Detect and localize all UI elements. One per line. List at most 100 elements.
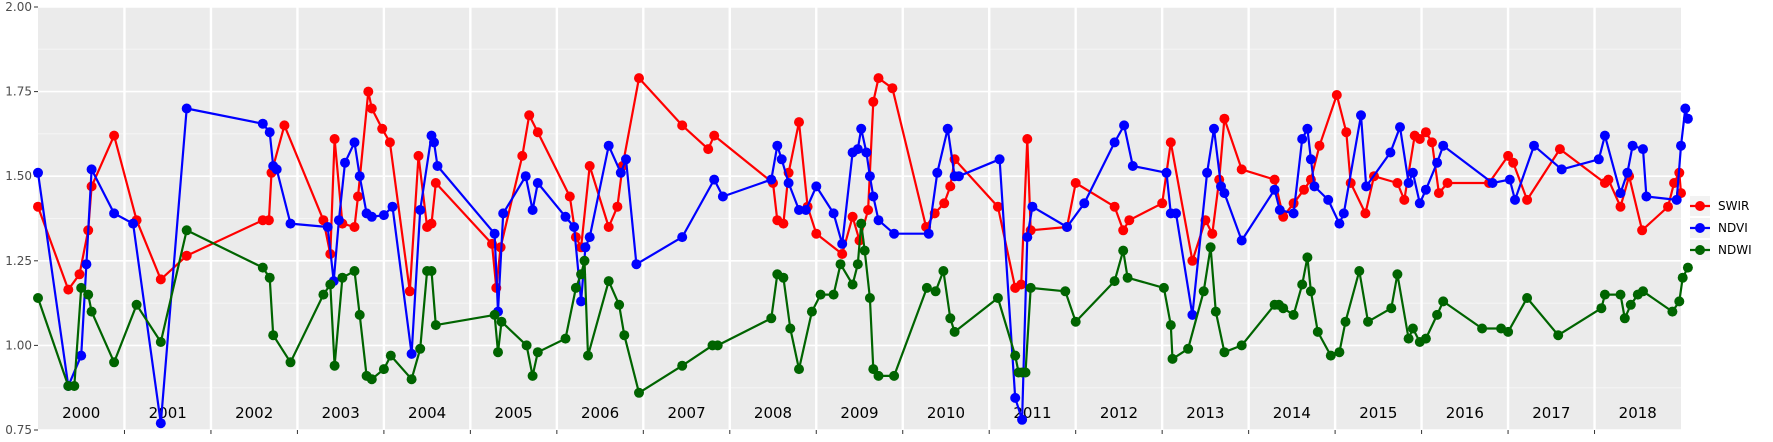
data-point	[406, 348, 417, 359]
data-point	[325, 279, 336, 290]
data-point	[1338, 208, 1349, 219]
data-point	[181, 225, 192, 236]
data-point	[619, 330, 630, 341]
data-point	[349, 222, 360, 232]
data-point	[257, 118, 268, 129]
data-point	[489, 228, 500, 239]
data-point	[33, 167, 43, 178]
data-point	[363, 86, 374, 97]
data-point	[1124, 215, 1135, 226]
data-point	[1079, 198, 1090, 209]
data-point	[279, 120, 290, 131]
data-point	[703, 144, 714, 155]
data-point	[432, 161, 443, 171]
data-point	[496, 316, 507, 327]
data-point	[1625, 299, 1636, 310]
data-point	[868, 364, 879, 375]
data-point	[532, 347, 543, 358]
data-point	[1236, 235, 1247, 246]
data-point	[1363, 316, 1373, 327]
series-ndvi	[33, 103, 1693, 429]
data-point	[1438, 296, 1449, 307]
data-point	[63, 284, 74, 295]
data-point	[378, 210, 389, 221]
data-point	[1010, 350, 1021, 361]
data-point	[634, 387, 644, 398]
data-point	[1070, 178, 1081, 188]
data-point	[778, 272, 789, 283]
data-point	[404, 286, 415, 297]
data-point	[109, 130, 120, 141]
data-point	[932, 167, 943, 178]
legend-label: SWIR	[1718, 199, 1749, 213]
year-label: 2007	[667, 404, 705, 422]
data-point	[1236, 340, 1247, 351]
data-point	[76, 282, 87, 293]
data-point	[1122, 272, 1133, 283]
data-point	[1615, 201, 1626, 212]
data-point	[1269, 184, 1280, 195]
year-label: 2005	[495, 404, 533, 422]
data-point	[994, 154, 1005, 165]
legend-item-swir: SWIR	[1690, 196, 1749, 216]
data-point	[1062, 222, 1072, 232]
data-point	[835, 259, 846, 270]
data-point	[1309, 181, 1320, 192]
data-point	[580, 242, 591, 253]
data-point	[837, 238, 848, 249]
data-point	[285, 357, 296, 368]
data-point	[815, 289, 826, 300]
data-point	[1297, 134, 1308, 144]
data-point	[717, 191, 728, 202]
data-point	[584, 161, 595, 171]
data-point	[785, 323, 796, 334]
data-point	[1167, 353, 1178, 364]
data-point	[1432, 157, 1443, 168]
data-point	[1334, 347, 1345, 358]
data-point	[1165, 137, 1176, 148]
data-point	[1022, 134, 1033, 144]
data-point	[945, 181, 956, 192]
data-point	[1522, 194, 1533, 205]
data-point	[527, 205, 538, 215]
data-point	[1420, 127, 1431, 138]
data-point	[340, 157, 350, 168]
data-point	[1027, 201, 1038, 212]
year-label: 2000	[62, 404, 100, 422]
data-point	[603, 140, 614, 151]
data-point	[1682, 262, 1693, 273]
y-tick-label: 1.50	[5, 169, 32, 183]
data-point	[1187, 255, 1198, 266]
data-point	[570, 282, 581, 293]
data-point	[1399, 194, 1410, 205]
year-label: 2015	[1359, 404, 1397, 422]
data-point	[1627, 140, 1638, 151]
data-point	[945, 313, 956, 324]
data-point	[1508, 157, 1519, 168]
data-point	[806, 306, 817, 317]
data-point	[1622, 167, 1633, 178]
data-point	[1671, 194, 1682, 205]
data-point	[33, 201, 43, 212]
data-point	[285, 218, 296, 229]
data-point	[1414, 134, 1425, 144]
data-point	[257, 262, 268, 273]
year-label: 2002	[235, 404, 273, 422]
data-point	[1269, 174, 1280, 185]
data-point	[1341, 127, 1352, 138]
data-point	[318, 289, 329, 300]
data-point	[1022, 232, 1033, 243]
data-point	[489, 309, 500, 320]
legend-label: NDWI	[1718, 243, 1752, 257]
year-label: 2010	[927, 404, 965, 422]
data-point	[576, 296, 587, 307]
data-point	[1403, 333, 1414, 344]
data-point	[1641, 191, 1652, 202]
data-point	[1219, 347, 1230, 358]
data-point	[366, 103, 377, 114]
data-point	[74, 269, 85, 280]
data-point	[1638, 144, 1648, 155]
data-point	[569, 222, 580, 232]
data-point	[828, 208, 839, 219]
data-point	[1109, 201, 1120, 212]
